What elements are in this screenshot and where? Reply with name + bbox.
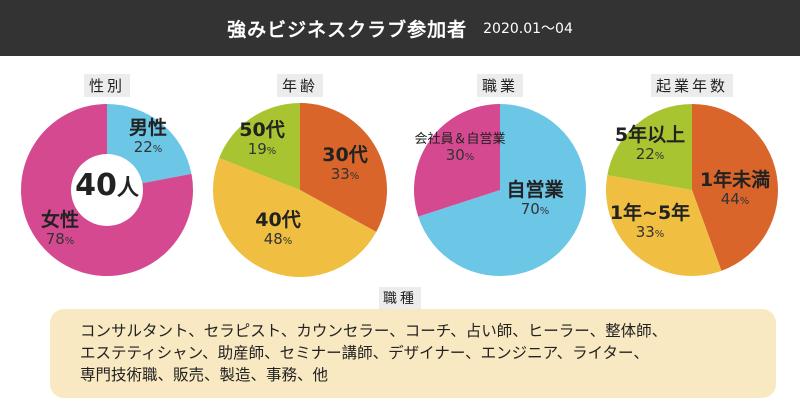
slice-name: 30代 xyxy=(322,144,368,166)
percent-sign: % xyxy=(739,195,750,207)
slice-label: 会社員＆自営業 30% xyxy=(414,132,506,164)
slice-percent: 19% xyxy=(239,141,284,158)
slice-percent: 33% xyxy=(610,224,690,241)
slice-label: 5年以上 22% xyxy=(614,124,686,163)
slice-value: 22 xyxy=(635,144,655,163)
slice-name: 50代 xyxy=(239,119,285,141)
slice-name: 男性 xyxy=(128,117,168,139)
slice-value: 22 xyxy=(133,137,153,156)
jobs-line: 専門技術職、販売、製造、事務、他 xyxy=(80,366,329,384)
slice-name: 女性 xyxy=(40,209,80,231)
slice-percent: 78% xyxy=(41,231,79,248)
percent-sign: % xyxy=(654,228,665,240)
jobs-title: 職種 xyxy=(379,287,421,309)
slice-value: 44 xyxy=(720,189,740,208)
slice-value: 33 xyxy=(635,222,655,241)
slice-label: 自営業 70% xyxy=(506,179,564,218)
percent-sign: % xyxy=(152,143,163,155)
percent-sign: % xyxy=(654,150,665,162)
chart-title-years: 起業年数 xyxy=(650,74,734,97)
slice-label: 1年未満 44% xyxy=(699,169,771,208)
pie-slice xyxy=(607,104,692,190)
jobs-line: エステティシャン、助産師、セミナー講師、デザイナー、エンジニア、ライター、 xyxy=(80,344,649,362)
slice-name: 会社員＆自営業 xyxy=(414,132,506,147)
pie-slice xyxy=(300,103,387,232)
chart-title-occupation: 職業 xyxy=(476,74,524,97)
pie-slice xyxy=(692,104,778,271)
pie-slice xyxy=(606,175,722,276)
chart-title-gender: 性別 xyxy=(83,74,131,97)
slice-name: 1年未満 xyxy=(699,169,771,191)
slice-label: 40代 48% xyxy=(255,209,301,248)
jobs-box: コンサルタント、セラピスト、カウンセラー、コーチ、占い師、ヒーラー、整体師、 エ… xyxy=(50,309,776,398)
pie-slice xyxy=(418,104,586,277)
percent-sign: % xyxy=(266,145,277,157)
total-count: 40人 xyxy=(75,168,139,203)
total-value: 40 xyxy=(75,168,117,203)
slice-label: 1年~5年 33% xyxy=(609,202,691,241)
slice-percent: 48% xyxy=(255,231,300,248)
slice-percent: 30% xyxy=(414,147,505,164)
slice-percent: 70% xyxy=(506,201,563,218)
percent-sign: % xyxy=(539,205,550,217)
slice-name: 5年以上 xyxy=(614,124,686,146)
slice-value: 33 xyxy=(330,164,350,183)
slice-label: 30代 33% xyxy=(322,144,368,183)
percent-sign: % xyxy=(464,152,475,164)
pie-slice xyxy=(219,103,300,190)
pie-slice xyxy=(213,157,377,277)
donut-hole xyxy=(71,154,143,226)
slice-name: 自営業 xyxy=(506,179,564,201)
percent-sign: % xyxy=(282,235,293,247)
page-title: 強みビジネスクラブ参加者 xyxy=(227,18,468,41)
slice-percent: 22% xyxy=(615,146,685,163)
chart-title-age: 年齢 xyxy=(276,74,324,97)
slice-value: 78 xyxy=(45,229,65,248)
percent-sign: % xyxy=(64,235,75,247)
jobs-line: コンサルタント、セラピスト、カウンセラー、コーチ、占い師、ヒーラー、整体師、 xyxy=(80,322,668,340)
period: 2020.01～04 xyxy=(483,21,573,37)
slice-label: 女性 78% xyxy=(40,209,80,248)
slice-value: 30 xyxy=(445,146,465,165)
total-unit: 人 xyxy=(116,176,139,201)
header-bar: 強みビジネスクラブ参加者 2020.01～04 xyxy=(0,0,800,56)
slice-percent: 44% xyxy=(700,191,770,208)
pie-slice xyxy=(414,104,500,217)
percent-sign: % xyxy=(349,170,360,182)
slice-name: 1年~5年 xyxy=(609,202,691,224)
slice-percent: 33% xyxy=(322,166,367,183)
slice-label: 男性 22% xyxy=(128,117,168,156)
slice-label: 50代 19% xyxy=(239,119,285,158)
slice-percent: 22% xyxy=(129,139,167,156)
slice-name: 40代 xyxy=(255,209,301,231)
slice-value: 70 xyxy=(520,199,540,218)
slice-value: 19 xyxy=(247,139,267,158)
slice-value: 48 xyxy=(263,229,283,248)
